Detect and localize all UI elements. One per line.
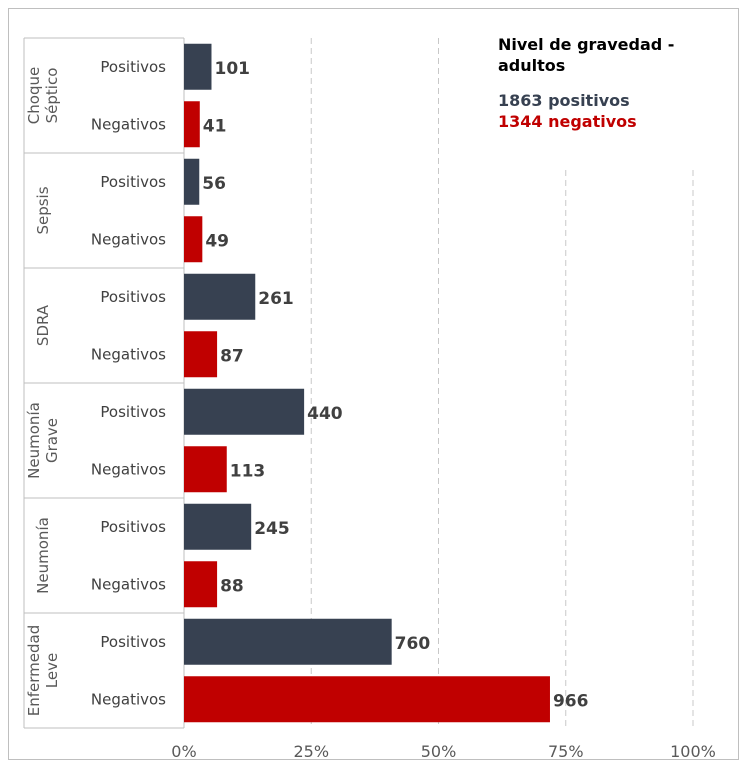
sub-label-positivos: Positivos xyxy=(100,403,166,421)
x-tick-label: 50% xyxy=(421,742,457,761)
bar-positivos xyxy=(184,618,392,665)
value-label-positivos: 56 xyxy=(202,174,226,194)
value-label-positivos: 760 xyxy=(395,634,431,654)
x-tick-label: 25% xyxy=(293,742,329,761)
chart-title: Nivel de gravedad - adultos xyxy=(498,35,675,75)
chart-legend: Nivel de gravedad - adultos 1863 positiv… xyxy=(498,34,728,132)
bar-positivos xyxy=(184,158,200,205)
value-label-negativos: 113 xyxy=(230,461,265,481)
category-label-line: Enfermedad xyxy=(25,625,43,716)
sub-label-negativos: Negativos xyxy=(91,230,166,248)
value-label-negativos: 49 xyxy=(205,231,229,251)
category-label-line: Grave xyxy=(43,418,61,463)
bar-negativos xyxy=(184,101,200,148)
x-tick-label: 75% xyxy=(548,742,584,761)
value-label-positivos: 440 xyxy=(307,404,343,424)
category-label: Sepsis xyxy=(34,186,52,234)
bar-negativos xyxy=(184,676,550,723)
value-label-positivos: 101 xyxy=(214,59,250,79)
x-tick-label: 100% xyxy=(670,742,716,761)
value-label-positivos: 261 xyxy=(258,289,294,309)
category-label-line: Neumonía xyxy=(25,402,43,479)
sub-label-positivos: Positivos xyxy=(100,633,166,651)
sub-label-negativos: Negativos xyxy=(91,460,166,478)
category-label: EnfermedadLeve xyxy=(25,625,61,716)
bar-negativos xyxy=(184,561,218,608)
value-label-negativos: 966 xyxy=(553,691,589,711)
value-label-negativos: 41 xyxy=(203,116,227,136)
category-label: NeumoníaGrave xyxy=(25,402,61,479)
category-label-line: Neumonía xyxy=(34,517,52,594)
bar-negativos xyxy=(184,331,218,378)
value-label-negativos: 87 xyxy=(220,346,244,366)
bar-positivos xyxy=(184,273,256,320)
sub-label-negativos: Negativos xyxy=(91,690,166,708)
category-label-line: Séptico xyxy=(43,68,61,124)
category-label: ChoqueSéptico xyxy=(25,67,61,124)
bar-negativos xyxy=(184,216,203,263)
bar-negativos xyxy=(184,446,227,493)
category-label-line: Sepsis xyxy=(34,186,52,234)
legend-negativos: 1344 negativos xyxy=(498,112,637,131)
bar-positivos xyxy=(184,388,305,435)
sub-label-negativos: Negativos xyxy=(91,575,166,593)
bar-positivos xyxy=(184,43,212,90)
legend-positivos: 1863 positivos xyxy=(498,91,630,110)
category-label-line: Leve xyxy=(43,653,61,688)
bar-positivos xyxy=(184,503,252,550)
category-label-line: Choque xyxy=(25,67,43,124)
x-tick-label: 0% xyxy=(171,742,196,761)
sub-label-negativos: Negativos xyxy=(91,115,166,133)
sub-label-positivos: Positivos xyxy=(100,173,166,191)
sub-label-positivos: Positivos xyxy=(100,288,166,306)
sub-label-positivos: Positivos xyxy=(100,58,166,76)
chart-frame xyxy=(8,8,739,760)
sub-label-negativos: Negativos xyxy=(91,345,166,363)
value-label-negativos: 88 xyxy=(220,576,244,596)
category-label-line: SDRA xyxy=(34,304,52,346)
value-label-positivos: 245 xyxy=(254,519,289,539)
sub-label-positivos: Positivos xyxy=(100,518,166,536)
category-label: Neumonía xyxy=(34,517,52,594)
category-label: SDRA xyxy=(34,304,52,346)
